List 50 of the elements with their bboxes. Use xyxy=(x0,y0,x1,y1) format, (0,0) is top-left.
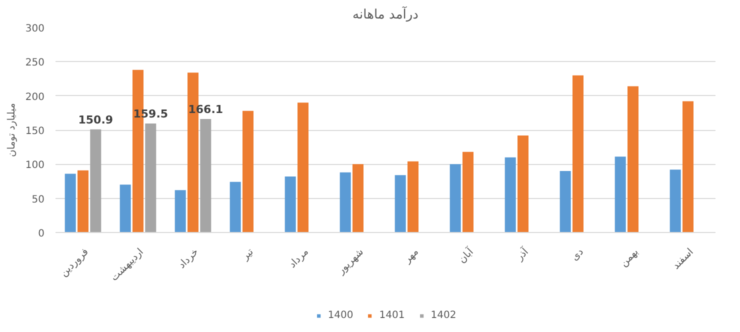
x-tick-label: اسفند xyxy=(670,246,696,272)
bar xyxy=(340,172,351,232)
bar xyxy=(628,86,638,232)
bar xyxy=(614,156,626,232)
bar xyxy=(682,101,694,232)
x-tick-label: مرداد xyxy=(287,246,311,270)
bar xyxy=(200,119,212,232)
bar xyxy=(670,170,681,232)
x-tick-label: بهمن xyxy=(618,246,641,270)
chart-title: درآمد ماهانه xyxy=(352,6,419,22)
bar xyxy=(90,129,102,232)
bar xyxy=(462,152,474,232)
y-tick-label: 0 xyxy=(38,228,45,240)
bar xyxy=(504,157,516,232)
bar xyxy=(560,171,571,232)
legend-label: 1401 xyxy=(379,310,405,321)
bar xyxy=(230,182,241,232)
bar xyxy=(120,184,131,232)
x-tick-label: شهریور xyxy=(335,246,366,278)
y-axis-title: میلیارد تومان xyxy=(6,103,18,157)
bar xyxy=(242,110,254,232)
y-tick-label: 150 xyxy=(25,126,45,137)
y-tick-label: 250 xyxy=(25,58,45,69)
bar xyxy=(64,174,76,232)
bar xyxy=(284,176,296,232)
legend-label: 1402 xyxy=(430,310,456,321)
bar xyxy=(298,102,308,232)
y-tick-label: 50 xyxy=(32,194,45,206)
legend-label: 1400 xyxy=(328,310,354,321)
bar xyxy=(518,135,528,232)
x-tick-label: آبان xyxy=(455,244,477,266)
x-tick-label: خرداد xyxy=(176,246,201,271)
bar xyxy=(572,75,584,232)
x-tick-label: فروردین xyxy=(58,246,92,279)
data-label: 150.9 xyxy=(78,113,114,126)
bar xyxy=(408,161,418,232)
bar xyxy=(450,164,461,232)
x-tick-label: آذر xyxy=(512,244,532,264)
x-tick-label: دی xyxy=(569,246,586,264)
bar xyxy=(352,164,364,232)
bar xyxy=(174,190,186,232)
x-tick-label: تیر xyxy=(239,246,256,264)
y-tick-label: 200 xyxy=(25,92,45,103)
x-tick-label: اردیبهشت xyxy=(108,246,146,284)
bar xyxy=(394,175,406,232)
bar xyxy=(78,170,88,232)
y-tick-label: 100 xyxy=(25,160,45,172)
bar xyxy=(145,124,156,232)
x-tick-label: مهر xyxy=(401,246,421,266)
y-tick-label: 300 xyxy=(25,24,45,34)
